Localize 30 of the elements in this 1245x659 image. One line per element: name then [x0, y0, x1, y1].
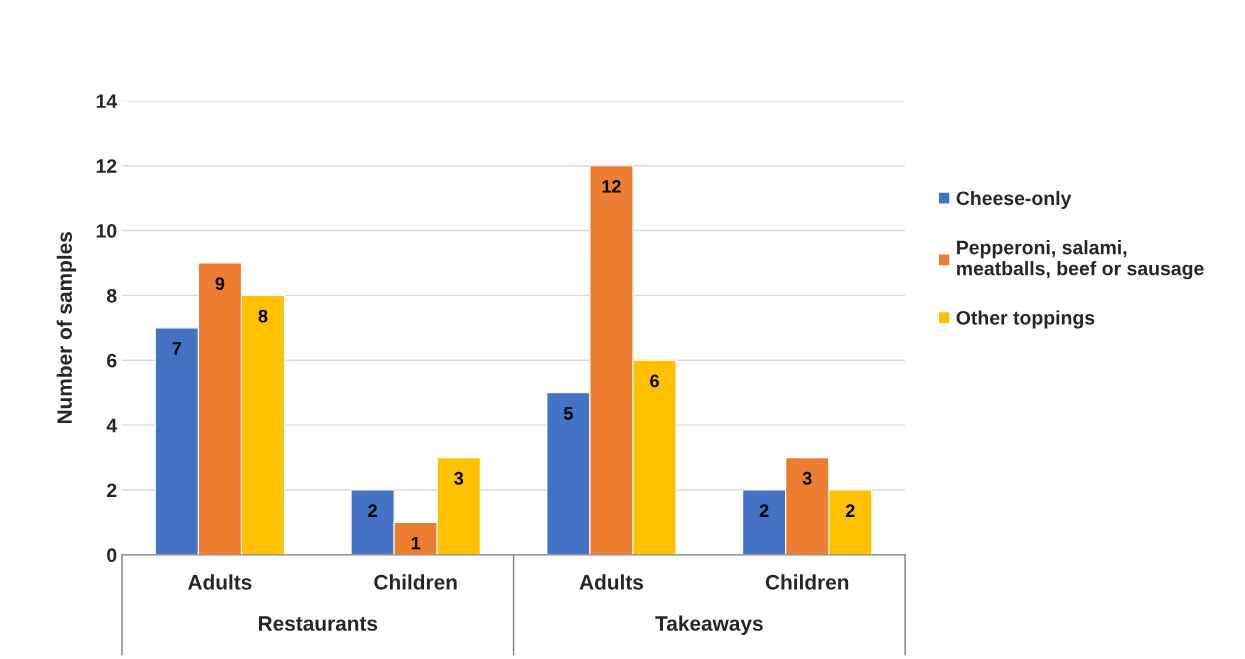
- data-label: 3: [802, 471, 812, 485]
- data-label: 6: [650, 374, 659, 388]
- y-tick-label: 8: [106, 288, 117, 303]
- text: Restaurants: [258, 616, 378, 631]
- data-label: 2: [368, 504, 377, 517]
- legend-label: Pepperoni, salami, meatballs, beef or sausage: [957, 240, 1204, 280]
- text: Takeaways: [655, 615, 763, 635]
- data-label: 5: [563, 407, 573, 420]
- y-tick-label: 2: [107, 483, 117, 498]
- legend-label: Other toppings: [956, 310, 1095, 329]
- y-tick-label: 14: [96, 94, 118, 108]
- y-tick-label: 4: [106, 418, 118, 433]
- data-label: 12: [602, 179, 621, 193]
- y-axis-title: Number of samples: [56, 232, 77, 424]
- x-tick-label: Children: [765, 574, 849, 590]
- data-label: 9: [215, 277, 225, 291]
- y-tick-label: 6: [107, 353, 117, 368]
- data-label: 2: [759, 504, 769, 517]
- x-tick-label: Children: [374, 574, 457, 590]
- data-label: 1: [411, 536, 421, 550]
- data-label: 2: [845, 504, 855, 517]
- legend-label: Cheese-only: [956, 190, 1072, 210]
- y-tick-label: 10: [96, 224, 117, 238]
- y-tick-label: 0: [107, 548, 117, 563]
- y-tick-label: 12: [96, 159, 117, 173]
- x-tick-label: Adults: [188, 574, 252, 590]
- x-tick-label: Adults: [579, 574, 643, 590]
- data-label: 8: [258, 309, 268, 323]
- data-label: 7: [172, 342, 182, 355]
- data-label: 3: [454, 471, 464, 485]
